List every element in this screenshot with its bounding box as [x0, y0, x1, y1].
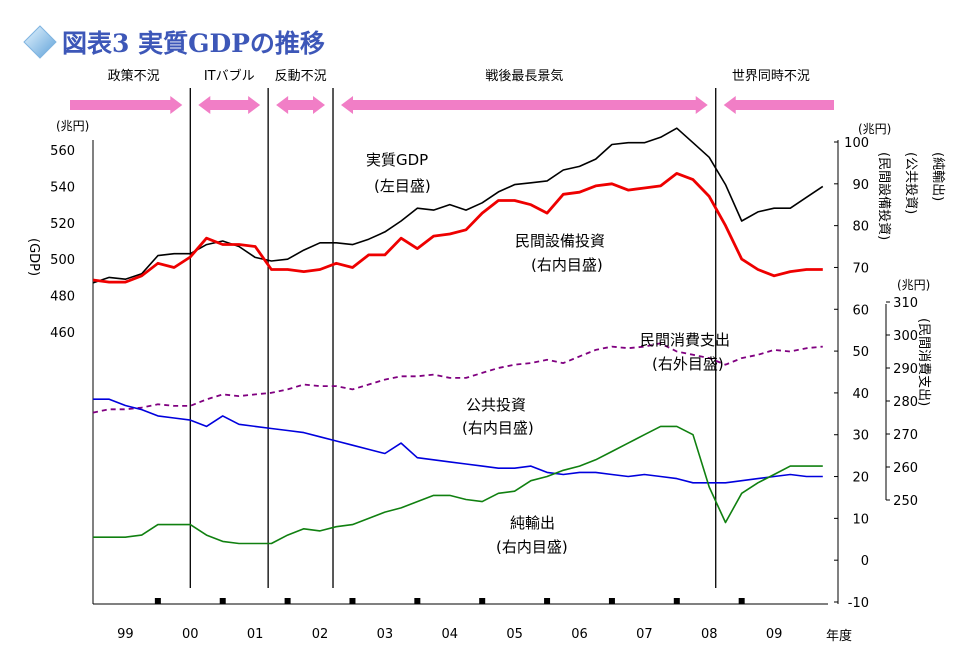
- x-tick-label: 09: [766, 627, 783, 642]
- x-tick-mark: [608, 598, 615, 604]
- title-block: 図表3 実質GDPの推移: [23, 25, 325, 59]
- right-inner-tick-label: 0: [861, 554, 869, 569]
- series-line-public: [93, 398, 823, 484]
- right-outer-axis-unit: (兆円): [897, 278, 930, 292]
- left-tick-label: 500: [50, 253, 75, 268]
- period-arrow: [723, 96, 834, 114]
- right-inner-tick-label: 30: [852, 429, 869, 444]
- right-outer-axis-title: (民間消費支出): [916, 318, 931, 406]
- right-inner-tick-label: -10: [848, 596, 869, 611]
- period-arrow: [276, 96, 326, 114]
- right-inner-tick-label: 50: [852, 345, 869, 360]
- left-tick-label: 540: [50, 180, 75, 195]
- plot-frame: [92, 140, 887, 605]
- annotation-public-axis: (右内目盛): [462, 419, 534, 437]
- x-tick-mark: [414, 598, 421, 604]
- x-tick-label: 07: [636, 627, 653, 642]
- annotation-gdp-axis: (左目盛): [374, 177, 431, 195]
- series-line-net-exports: [93, 425, 823, 545]
- left-axis-title: (GDP): [26, 238, 41, 276]
- series-layer: [92, 127, 824, 545]
- x-tick-mark: [738, 598, 745, 604]
- x-tick-mark: [219, 598, 226, 604]
- period-boundaries: [189, 88, 717, 588]
- right-inner-tick-label: 40: [852, 387, 869, 402]
- x-tick-label: 99: [117, 627, 134, 642]
- annotation-investment-name: 民間設備投資: [515, 232, 605, 250]
- period-label: 政策不況: [108, 68, 160, 84]
- right-outer-tick-label: 280: [893, 395, 918, 410]
- left-axis-unit: (兆円): [56, 119, 89, 133]
- left-tick-label: 560: [50, 144, 75, 159]
- x-tick-mark: [154, 598, 161, 604]
- right-outer-tick-label: 310: [893, 296, 918, 311]
- left-tick-label: 520: [50, 217, 75, 232]
- x-tick-mark: [284, 598, 291, 604]
- period-label: 戦後最長景気: [485, 68, 563, 84]
- right-outer-tick-label: 290: [893, 362, 918, 377]
- annotation-netexports-name: 純輸出: [510, 514, 555, 532]
- right-inner-axis-unit: (兆円): [858, 122, 891, 136]
- right-outer-tick-label: 300: [893, 329, 918, 344]
- annotation-public-name: 公共投資: [466, 396, 526, 414]
- right-inner-tick-label: 80: [852, 220, 869, 235]
- x-tick-label: 08: [701, 627, 718, 642]
- right-inner-tick-label: 90: [852, 178, 869, 193]
- right-inner-tick-label: 20: [852, 471, 869, 486]
- left-tick-label: 460: [50, 326, 75, 341]
- x-tick-label: 02: [312, 627, 329, 642]
- ticks-layer: 5605405205004804601009080706050403020100…: [50, 136, 918, 642]
- annotations: 実質GDP (左目盛) 民間設備投資 (右内目盛) 民間消費支出 (右外目盛) …: [366, 151, 730, 556]
- x-tick-mark: [673, 598, 680, 604]
- x-tick-label: 05: [506, 627, 523, 642]
- x-tick-mark: [479, 598, 486, 604]
- period-label: 反動不況: [275, 69, 327, 84]
- right-outer-tick-label: 270: [893, 428, 918, 443]
- period-label: ITバブル: [204, 68, 255, 84]
- annotation-gdp-name: 実質GDP: [366, 151, 428, 169]
- series-line-consumption: [92, 342, 823, 414]
- right-outer-tick-label: 250: [893, 494, 918, 509]
- x-tick-label: 03: [377, 627, 394, 642]
- period-arrow: [341, 96, 708, 114]
- chart-title: 図表3 実質GDPの推移: [62, 29, 325, 58]
- x-tick-label: 01: [247, 627, 264, 642]
- right-axis-title-investment: (民間設備投資): [876, 152, 892, 240]
- period-layer: 政策不況 ITバブル 反動不況 戦後最長景気 世界同時不況: [70, 68, 834, 114]
- right-inner-tick-label: 70: [852, 261, 869, 276]
- right-inner-tick-label: 60: [852, 303, 869, 318]
- x-axis-unit: 年度: [826, 628, 852, 644]
- period-arrow: [70, 96, 183, 114]
- right-axis-title-public: (公共投資): [903, 152, 919, 214]
- annotation-consumption-name: 民間消費支出: [640, 331, 730, 349]
- x-tick-label: 06: [571, 627, 588, 642]
- period-arrow: [198, 96, 261, 114]
- right-inner-tick-label: 100: [844, 136, 869, 151]
- x-tick-label: 04: [441, 627, 458, 642]
- annotation-consumption-axis: (右外目盛): [652, 355, 724, 373]
- period-label: 世界同時不況: [732, 69, 810, 84]
- right-axis-title-netexports: (純輸出): [930, 152, 945, 201]
- x-tick-mark: [544, 598, 551, 604]
- right-outer-tick-label: 260: [893, 461, 918, 476]
- left-tick-label: 480: [50, 290, 75, 305]
- right-inner-tick-label: 10: [852, 512, 869, 527]
- series-line-investment: [92, 172, 823, 284]
- annotation-investment-axis: (右内目盛): [531, 256, 603, 274]
- annotation-netexports-axis: (右内目盛): [496, 538, 568, 556]
- diamond-icon: [23, 25, 57, 59]
- x-tick-label: 00: [182, 627, 199, 642]
- x-tick-mark: [349, 598, 356, 604]
